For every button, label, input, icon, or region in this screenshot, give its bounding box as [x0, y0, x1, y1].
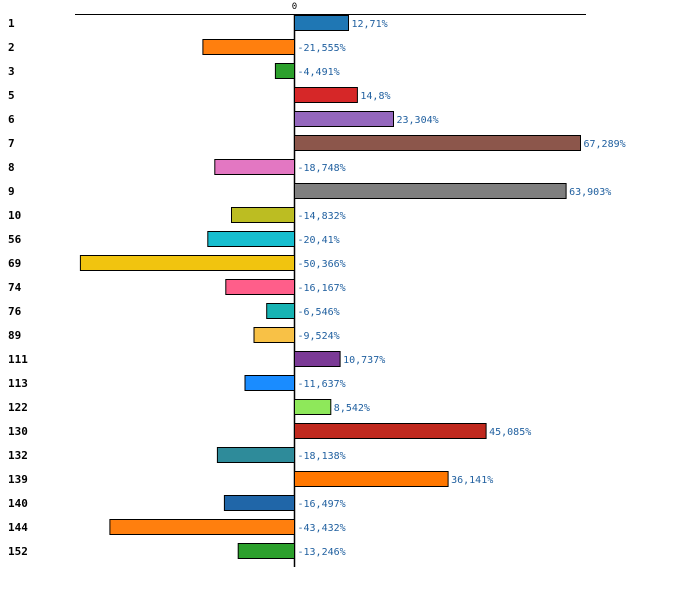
value-label-6: 23,304%: [397, 115, 439, 126]
value-label-132: -18,138%: [298, 451, 346, 462]
bar-5: [294, 87, 358, 103]
value-label-144: -43,432%: [298, 523, 346, 534]
value-label-1: 12,71%: [352, 19, 388, 30]
bar-74: [225, 279, 295, 295]
bar-113: [244, 375, 295, 391]
bar-130: [294, 423, 487, 439]
category-label-152: 152: [8, 545, 28, 558]
category-label-111: 111: [8, 353, 28, 366]
zero-tick-label: 0: [292, 2, 297, 12]
category-label-5: 5: [8, 89, 15, 102]
bars-group: [79, 15, 581, 559]
value-label-111: 10,737%: [343, 355, 385, 366]
category-label-139: 139: [8, 473, 28, 486]
category-label-132: 132: [8, 449, 28, 462]
value-label-7: 67,289%: [584, 139, 626, 150]
bar-111: [294, 351, 341, 367]
value-label-76: -6,546%: [298, 307, 340, 318]
category-label-113: 113: [8, 377, 28, 390]
category-label-130: 130: [8, 425, 28, 438]
bar-56: [207, 231, 295, 247]
category-label-7: 7: [8, 137, 15, 150]
bar-152: [237, 543, 295, 559]
value-label-74: -16,167%: [298, 283, 346, 294]
bar-89: [253, 327, 295, 343]
bar-10: [231, 207, 295, 223]
bar-6: [294, 111, 394, 127]
bar-140: [223, 495, 295, 511]
value-label-10: -14,832%: [298, 211, 346, 222]
category-label-74: 74: [8, 281, 22, 294]
bar-69: [79, 255, 296, 271]
category-label-1: 1: [8, 17, 15, 30]
bar-2: [202, 39, 295, 55]
category-label-6: 6: [8, 113, 15, 126]
bar-76: [266, 303, 296, 319]
bar-144: [109, 519, 296, 535]
category-label-76: 76: [8, 305, 22, 318]
value-label-152: -13,246%: [298, 547, 346, 558]
category-label-8: 8: [8, 161, 15, 174]
value-label-5: 14,8%: [360, 91, 390, 102]
bar-1: [294, 15, 349, 31]
category-label-122: 122: [8, 401, 28, 414]
value-labels-group: 12,71% -21,555% -4,491% 14,8% 23,304% 67,289%…: [298, 19, 626, 558]
value-label-89: -9,524%: [298, 331, 340, 342]
value-label-113: -11,637%: [298, 379, 346, 390]
bar-122: [294, 399, 332, 415]
category-label-2: 2: [8, 41, 15, 54]
category-label-140: 140: [8, 497, 28, 510]
value-label-69: -50,366%: [298, 259, 346, 270]
bar-8: [214, 159, 295, 175]
bar-139: [294, 471, 449, 487]
category-label-89: 89: [8, 329, 21, 342]
value-label-130: 45,085%: [489, 427, 531, 438]
category-labels-group: 1235678910566974768911111312213013213914…: [8, 17, 28, 558]
bar-9: [294, 183, 567, 199]
value-label-122: 8,542%: [334, 403, 370, 414]
value-label-56: -20,41%: [298, 235, 340, 246]
value-label-2: -21,555%: [298, 43, 346, 54]
value-label-8: -18,748%: [298, 163, 346, 174]
category-label-10: 10: [8, 209, 21, 222]
value-label-140: -16,497%: [298, 499, 346, 510]
bar-3: [274, 63, 295, 79]
value-label-139: 36,141%: [451, 475, 493, 486]
bar-132: [216, 447, 295, 463]
category-label-69: 69: [8, 257, 21, 270]
category-label-3: 3: [8, 65, 15, 78]
value-label-3: -4,491%: [298, 67, 340, 78]
category-label-56: 56: [8, 233, 22, 246]
value-label-9: 63,903%: [569, 187, 611, 198]
category-label-9: 9: [8, 185, 15, 198]
bar-7: [294, 135, 581, 151]
category-label-144: 144: [8, 521, 28, 534]
